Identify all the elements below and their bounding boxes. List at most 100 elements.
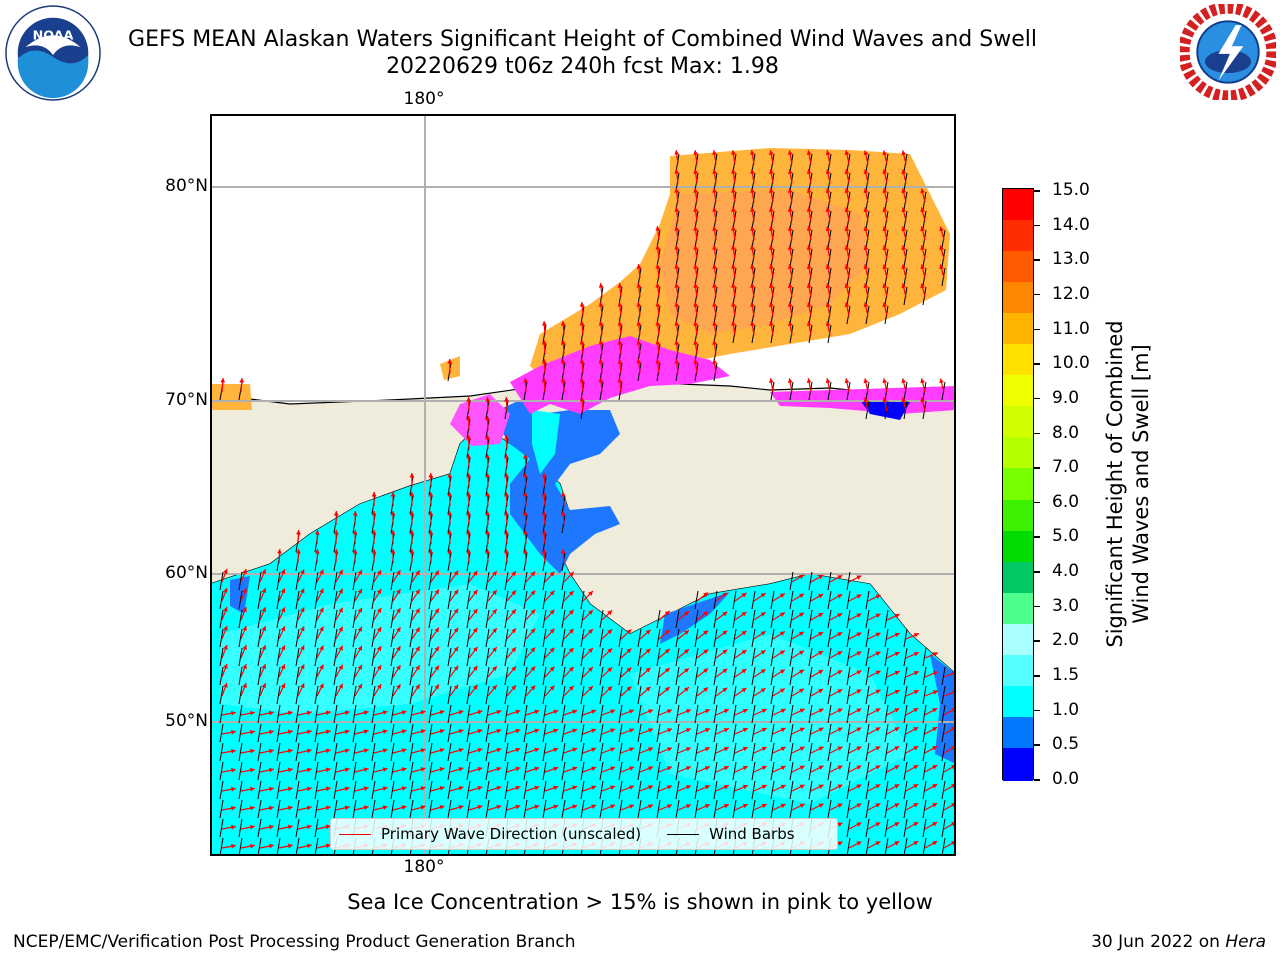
wave-arrow-head [844,226,850,232]
wave-arrow-head [685,747,691,752]
wave-arrow-head [280,626,286,632]
wind-barb [827,685,832,705]
wind-barb [846,818,851,838]
colorbar-tick [1034,536,1040,538]
wind-barb [409,571,414,591]
wave-arrow-head [882,397,888,403]
wind-barb [542,628,547,648]
wind-barb [238,609,243,629]
wind-barb [751,799,756,819]
wind-barb [276,628,281,648]
wave-arrow-head [626,667,632,673]
wave-arrow-head [401,729,407,734]
wave-arrow-head [685,766,691,771]
wave-arrow-head [863,378,869,384]
wave-arrow-head [511,590,516,596]
wind-barb [276,780,281,800]
wind-barb [694,761,699,781]
wave-arrow-head [806,245,812,251]
colorbar-segment [1003,189,1033,222]
wave-arrow-head [913,632,919,638]
wave-arrow-head [588,629,593,634]
wave-arrow-head [496,728,502,734]
wind-barb [694,609,699,629]
wave-arrow-head [712,207,717,212]
wave-arrow-head [485,416,490,421]
wind-barb [504,742,509,762]
wind-barb [846,628,851,648]
wave-arrow-head [684,687,689,692]
wind-barb [675,799,680,819]
wave-arrow-head [741,593,747,598]
wave-arrow-head [629,747,635,752]
wave-arrow-head [220,378,226,383]
wind-barb [751,704,756,724]
wind-barb [846,761,851,781]
colorbar-tick-label: 1.0 [1052,699,1080,720]
wind-barb [466,685,471,705]
wave-arrow-head [504,511,509,516]
wave-arrow-head [913,765,919,770]
wind-barb [219,609,224,629]
wave-arrow-head [825,321,831,327]
wave-arrow-head [856,670,862,675]
wind-barb [371,590,376,610]
wave-arrow-head [894,689,900,695]
wave-arrow-head [882,188,888,194]
wave-arrow-head [530,685,536,691]
wind-barb [846,799,851,819]
wind-barb [789,799,794,819]
wind-barb [352,685,357,705]
wave-arrow-head [401,748,407,753]
wave-arrow-head [249,729,255,735]
wind-barb [219,761,224,781]
wind-barb [694,647,699,667]
wind-barb [276,647,281,667]
wave-arrow-head [541,378,547,383]
wind-barb [580,666,585,686]
wave-arrow-head [693,150,699,155]
wave-arrow-head [768,188,774,193]
wave-arrow-head [371,511,377,516]
wave-arrow-head [588,686,593,691]
wave-arrow-head [741,631,747,636]
wave-arrow-head [667,785,672,790]
wave-arrow-head [572,728,578,734]
wind-barb [903,685,908,705]
wave-arrow-head [409,492,415,497]
wave-arrow-head [806,150,812,156]
wind-barb [694,628,699,648]
wave-arrow-head [549,647,555,653]
wind-barb [504,723,509,743]
wave-arrow-head [655,226,661,231]
colorbar-tick [1034,259,1040,261]
wave-arrow-head [844,207,850,213]
wave-arrow-head [825,245,831,251]
wave-arrow-head [466,416,472,421]
wind-barb [542,704,547,724]
colorbar-segment [1003,716,1033,750]
wave-arrow-head [357,626,362,632]
wave-arrow-head [760,688,766,693]
wave-arrow-head [750,188,755,193]
wave-arrow-head [704,785,710,790]
wind-barb [295,628,300,648]
wind-barb [827,628,832,648]
wave-arrow-head [655,245,661,250]
wave-arrow-head [231,748,236,754]
wave-arrow-head [382,767,388,772]
colorbar-tick [1034,571,1040,573]
wave-arrow-head [504,435,509,440]
wave-arrow-head [231,729,236,735]
wave-arrow-head [560,321,566,326]
wave-arrow-head [693,283,699,288]
wind-barb [390,590,395,610]
wind-barb [903,799,908,819]
wave-arrow-head [768,207,774,212]
colorbar-tick-label: 15.0 [1052,180,1090,200]
wave-arrow-head [844,302,850,308]
wind-barb [447,666,452,686]
wind-barb [751,761,756,781]
wind-barb [352,723,357,743]
wind-barb [504,609,509,629]
